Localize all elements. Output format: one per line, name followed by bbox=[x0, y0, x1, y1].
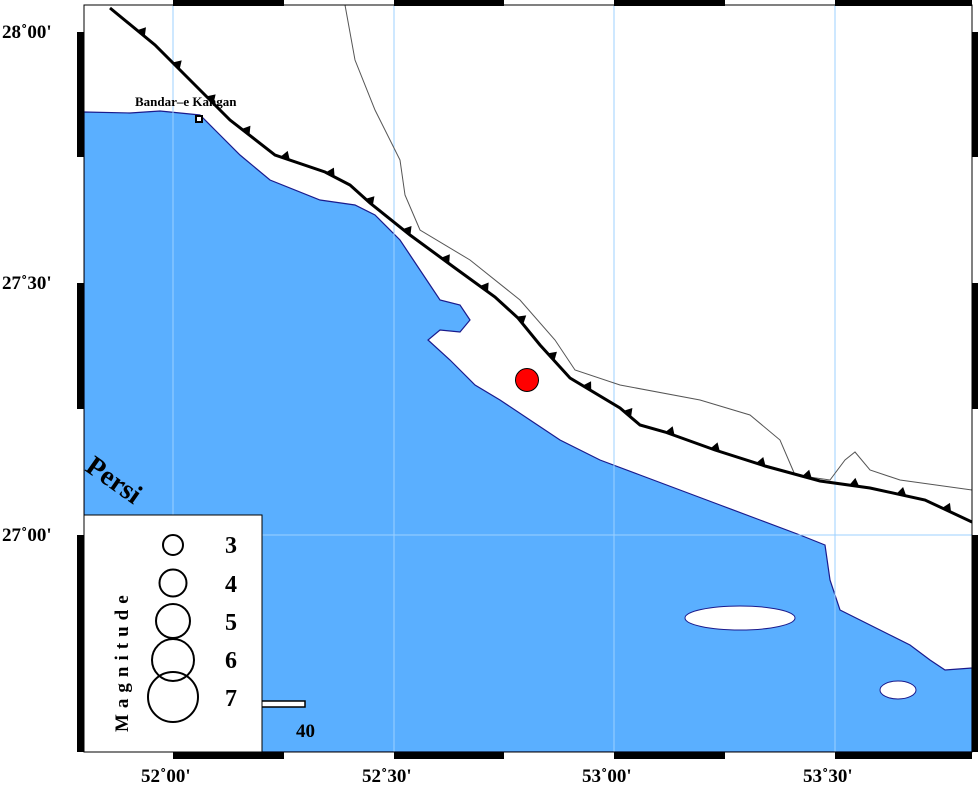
fault-tooth bbox=[623, 408, 633, 418]
fault-tooth bbox=[582, 381, 592, 391]
fault-tooth bbox=[802, 469, 812, 479]
lon-label: 53˚00' bbox=[582, 766, 632, 787]
frame-tick bbox=[972, 32, 978, 157]
fault-tooth bbox=[896, 487, 907, 496]
sea bbox=[84, 110, 972, 752]
island bbox=[684, 605, 796, 631]
legend-item: 7 bbox=[225, 686, 237, 712]
frame-tick bbox=[614, 0, 725, 6]
frame-tick bbox=[972, 535, 978, 660]
frame-tick bbox=[77, 283, 84, 409]
lat-label: 27˚30' bbox=[2, 273, 52, 294]
fault-tooth bbox=[441, 254, 450, 264]
fault-tooth bbox=[516, 315, 527, 325]
frame-tick bbox=[614, 752, 725, 759]
lon-label: 52˚30' bbox=[362, 766, 412, 787]
legend-circle-6 bbox=[151, 638, 195, 682]
fault-tooth bbox=[942, 502, 952, 513]
lon-label: 53˚30' bbox=[803, 766, 853, 787]
lon-label: 52˚00' bbox=[141, 766, 191, 787]
fault-tooth bbox=[206, 94, 216, 104]
legend-circle-3 bbox=[162, 534, 184, 556]
fault-tooth bbox=[402, 225, 412, 236]
fault-tooth bbox=[479, 282, 489, 292]
province-boundary bbox=[344, 5, 972, 491]
frame-ticks bbox=[77, 0, 978, 759]
frame-tick bbox=[173, 0, 284, 6]
fault-tooth bbox=[710, 442, 720, 452]
red-circle-icon[interactable] bbox=[515, 368, 539, 392]
fault-tooth bbox=[849, 477, 860, 487]
lat-label: 27˚00' bbox=[2, 525, 52, 546]
frame-tick bbox=[972, 283, 978, 409]
scale-bar-label: 40 bbox=[296, 721, 315, 742]
fault-tooth bbox=[547, 351, 557, 361]
frame-tick bbox=[77, 535, 84, 660]
island bbox=[879, 680, 917, 700]
legend-item: 5 bbox=[225, 610, 237, 636]
frame-tick bbox=[77, 660, 84, 752]
frame-tick bbox=[173, 752, 284, 759]
frame-tick bbox=[835, 752, 945, 759]
fault-tooth bbox=[241, 125, 251, 136]
fault-tooth bbox=[365, 196, 375, 206]
frame-tick bbox=[394, 752, 504, 759]
legend-circle-4 bbox=[158, 568, 188, 598]
fault-tooth bbox=[137, 27, 146, 37]
scale-bar bbox=[257, 700, 306, 708]
fault-tooth bbox=[325, 167, 335, 178]
legend-circle-7 bbox=[147, 671, 199, 723]
legend-item: 4 bbox=[225, 572, 237, 598]
frame-tick bbox=[945, 752, 972, 759]
fault-tooth bbox=[665, 426, 675, 436]
fault-teeth bbox=[137, 27, 952, 513]
lat-label: 28˚00' bbox=[2, 22, 52, 43]
legend-item: 3 bbox=[225, 533, 237, 559]
frame-tick bbox=[945, 0, 972, 6]
fault-tooth bbox=[756, 457, 766, 467]
legend-title: Magnitude bbox=[112, 589, 133, 732]
legend-item: 6 bbox=[225, 648, 237, 674]
frame-tick bbox=[394, 0, 504, 6]
fault-tooth bbox=[280, 150, 290, 161]
place-label: Bandar–e Kangan bbox=[135, 94, 237, 109]
legend: Magnitude 3 4 5 6 7 bbox=[83, 514, 263, 753]
frame-tick bbox=[972, 660, 978, 752]
frame-tick bbox=[835, 0, 945, 6]
fault-tooth bbox=[172, 60, 182, 70]
square-town-icon bbox=[195, 115, 203, 123]
frame-tick bbox=[77, 32, 84, 157]
